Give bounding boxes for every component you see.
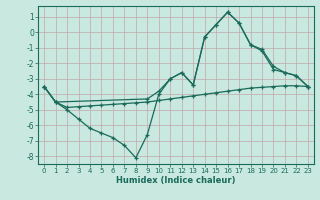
X-axis label: Humidex (Indice chaleur): Humidex (Indice chaleur) — [116, 176, 236, 185]
